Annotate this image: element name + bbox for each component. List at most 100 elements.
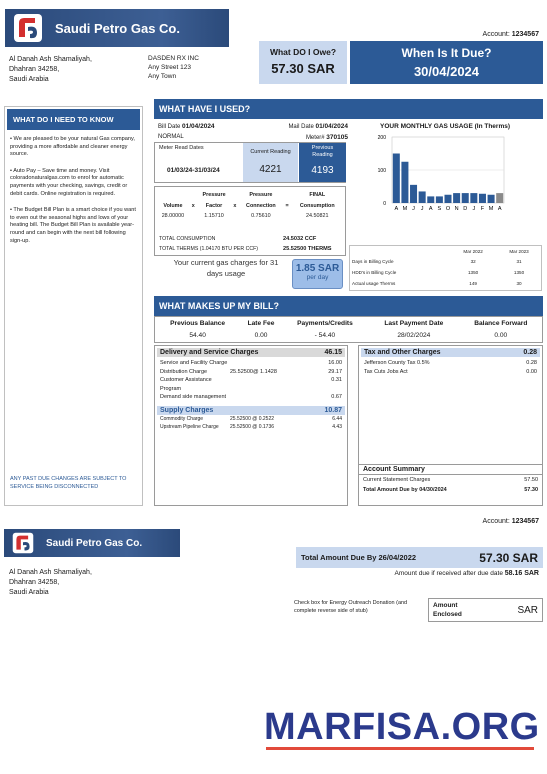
bill-value: - 54.40 [314,332,336,339]
x-tick-label: A [498,206,502,212]
y-tick-label: 200 [378,135,387,141]
due-date-box: When Is It Due? 30/04/2024 [350,41,543,84]
total-therms: 25.52500 THERMS [283,246,332,252]
read-dates: 01/03/24-31/03/24 [167,167,220,174]
chart-bar [401,161,409,203]
account-summary: Account Summary Current Statement Charge… [358,464,543,506]
chart-bar [496,193,504,203]
compare-header: Mar 2023 [509,248,529,254]
balance-row: Previous Balance Late Fee Payments/Credits… [154,316,543,343]
y-tick-label: 100 [378,168,387,174]
list-item: Distribution Charge 25.52500@ 1.1428 29.17 [160,368,342,375]
sidebar-paragraph: We are pleased to be your natural Gas co… [10,136,135,158]
consumption-calc: Pressure Pressure FINAL Volume x Factor x Conn… [154,186,346,256]
list-item: Customer Assistance Program 0.31 [160,377,342,392]
disconnect-notice: ANY PAST DUE CHANGES ARE SUBJECT TO SERV… [10,476,127,490]
chart-bar [444,194,452,203]
x-tick-label: D [463,206,467,212]
current-reading: 4221 [259,164,282,175]
bill-section-title: WHAT MAKES UP MY BILL? [154,296,543,316]
stub-company-name: Saudi Petro Gas Co. [46,537,143,549]
bill-value: 0.00 [254,332,268,339]
bill-value: 54.40 [189,332,206,339]
compare-header [350,246,449,256]
x-tick-label: M [403,206,408,212]
customer-address: Al Danah Ash Shamaliyah, Dhahran 34258, Sa… [9,56,92,83]
list-item: Service and Facility Charge 16.00 [160,360,342,366]
x-tick-label: S [438,206,442,212]
calc-header: Connection [246,203,276,209]
bill-header: Balance Forward [474,320,528,327]
y-tick-label: 0 [383,201,386,207]
x-tick-label: M [489,206,494,212]
calc-value: 1.15710 [204,213,224,219]
sidebar-paragraph: Auto Pay – Save time and money. Visit co… [10,167,128,197]
charges-text: Your current gas charges for 31 days usa… [173,258,279,278]
x-tick-label: N [455,206,459,212]
chart-title: YOUR MONTHLY GAS USAGE (In Therms) [380,123,511,130]
chart-bar [461,193,469,203]
list-item: Jefferson County Tax 0.5% 0.28 [364,360,537,366]
sidebar-title: WHAT DO I NEED TO KNOW [7,109,140,130]
company-logo: Saudi Petro Gas Co. [5,9,229,47]
list-item: Upstream Pipeline Charge 25.52500 @ 0.173… [160,424,342,430]
company-logo-icon [14,14,42,42]
x-tick-label: F [481,206,485,212]
list-item: Tax Cuts Jobs Act 0.00 [364,369,537,375]
comparison-table: Mar 2022 Mar 2023 Days in Billing Cycle 32 3… [349,245,542,291]
bill-header: Previous Balance [170,320,226,327]
bill-header: Payments/Credits [297,320,353,327]
calc-header: Volume [163,203,183,209]
chart-bar [453,193,461,203]
table-row: Actual usage Therms 149 30 [352,281,522,286]
calc-header: x [191,203,195,209]
calc-header: Factor [205,203,223,209]
stub-late-amount: Amount due if received after due date 58… [394,570,539,577]
info-sidebar: WHAT DO I NEED TO KNOW • We are pleased … [4,106,143,506]
stub-customer-address: Al Danah Ash Shamaliyah, Dhahran 34258, Sa… [9,569,92,596]
sidebar-paragraph: The Budget Bill Plan is a smart choice i… [10,207,136,244]
calc-value: 28.00000 [161,213,185,219]
table-row: Days in Billing Cycle 32 31 [352,259,522,264]
chart-bar [427,196,435,203]
stub-account-number: Account: 1234567 [482,518,539,525]
supply-total: 10.87 [324,406,342,414]
bill-header: Late Fee [247,320,275,327]
meter-readings: Meter Read Dates 01/03/24-31/03/24 Curre… [154,142,346,183]
company-name: Saudi Petro Gas Co. [55,20,180,36]
total-consumption: 24.5032 CCF [283,236,317,242]
bill-dates: Bill Date 01/04/2024 Mail Date 01/04/202… [158,123,348,141]
service-address: DASDEN RX INC Any Street 123 Any Town [148,55,199,80]
chart-bar [435,196,443,203]
charges-box: Delivery and Service Charges 46.15 Servic… [154,345,348,506]
chart-bar [478,193,486,203]
calc-header: Consumption [299,203,335,209]
chart-bar [392,153,400,203]
compare-header: Mar 2022 [463,248,483,254]
company-logo-icon [12,532,34,554]
usage-section-title: WHAT HAVE I USED? [154,99,543,119]
chart-bar [470,193,478,203]
amount-enclosed-field[interactable]: Amount Enclosed SAR [428,598,543,622]
stub-company-logo: Saudi Petro Gas Co. [4,529,180,557]
x-tick-label: J [421,206,424,212]
list-item: Current Statement Charges 57.50 [363,477,538,483]
tax-total: 0.28 [523,349,537,356]
watermark-underline [266,747,534,750]
amount-owed-box: What DO I Owe? 57.30 SAR [259,41,347,84]
list-item: Total Amount Due by 04/30/2024 57.30 [363,487,538,493]
delivery-total: 46.15 [324,349,342,356]
x-tick-label: J [412,206,415,212]
calc-value: 24.50821 [306,213,329,219]
watermark: MARFISA.ORG [264,706,540,748]
chart-bar [410,184,418,203]
chart-bar [487,194,495,203]
list-item: Commodity Charge 25.52500 @ 0.2522 6.44 [160,415,342,422]
table-row: HDD's in Billing Cycle 1350 1350 [352,270,525,275]
bill-value: 28/02/2024 [397,332,431,339]
bill-value: 0.00 [494,332,508,339]
chart-bar [418,191,426,203]
calc-value: 0.75610 [251,213,271,219]
donation-checkbox-label[interactable]: Check box for Energy Outreach Donation (… [294,600,408,614]
